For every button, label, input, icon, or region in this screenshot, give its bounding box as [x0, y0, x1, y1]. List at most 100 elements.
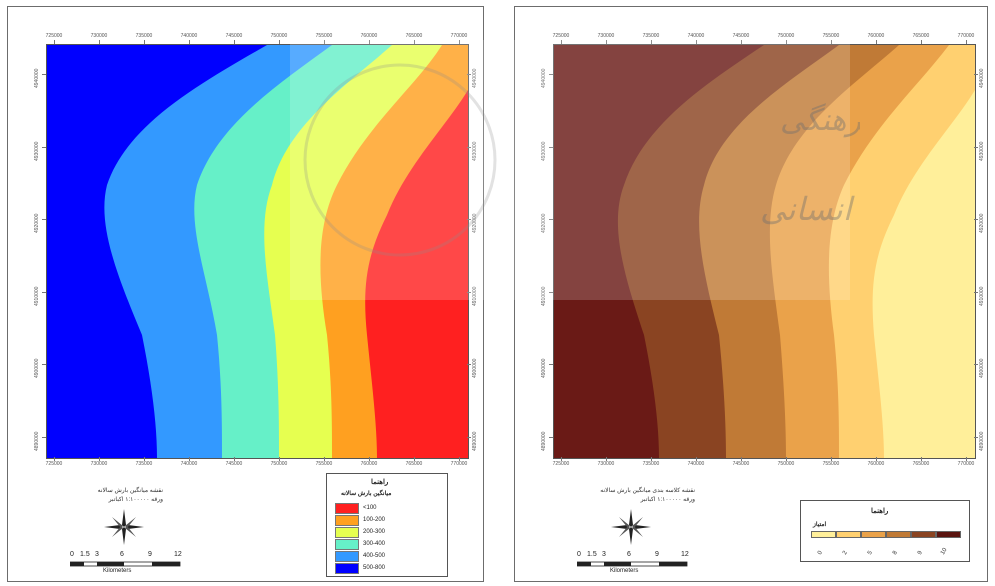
x-axis-tick-mark: [369, 40, 370, 44]
legend-subtitle: امتیاز: [813, 522, 827, 528]
x-axis-tick-label: 740000: [180, 33, 198, 39]
x-axis-tick-label: 755000: [822, 33, 840, 39]
legend-ramp-cell: [936, 531, 961, 538]
x-axis-tick-label: 745000: [225, 461, 243, 467]
x-axis-tick-mark: [279, 457, 280, 461]
x-axis-tick-mark: [234, 40, 235, 44]
y-axis-tick-mark: [42, 219, 46, 221]
legend-label: 400-500: [363, 553, 386, 559]
legend-ramp-cell: [886, 531, 911, 538]
classified-map: [553, 44, 976, 459]
scale-tick-label: 9: [655, 551, 659, 558]
x-axis-tick-label: 740000: [687, 461, 705, 467]
x-axis-tick-label: 730000: [90, 461, 108, 467]
x-axis-tick-mark: [561, 457, 562, 461]
x-axis-tick-label: 735000: [642, 33, 660, 39]
y-axis-tick-mark: [467, 74, 471, 75]
y-axis-tick-label: 4930000: [979, 141, 985, 161]
legend-ramp-label: 9: [917, 550, 924, 556]
x-axis-tick-mark: [651, 457, 652, 461]
legend-swatch: [335, 502, 359, 514]
x-axis-tick-mark: [459, 40, 460, 44]
y-axis-tick-label: 4900000: [472, 358, 478, 379]
y-axis-tick-mark: [974, 364, 978, 366]
legend-ramp-cell: [861, 531, 886, 538]
y-axis-tick-mark: [42, 146, 46, 148]
x-axis-tick-label: 735000: [135, 33, 153, 39]
y-axis-tick-mark: [549, 437, 553, 438]
x-axis-tick-label: 740000: [687, 33, 705, 39]
y-axis-tick-label: 4890000: [979, 431, 985, 451]
legend-label: 100-200: [363, 517, 386, 523]
legend-swatch: [335, 514, 359, 526]
y-axis-tick-mark: [467, 146, 471, 148]
map-title: نقشه میانگین بارش سالانه ورقه ۱:۱۰۰۰۰۰ ا…: [48, 487, 163, 505]
x-axis-tick-mark: [54, 457, 55, 461]
map-title-line1: نقشه میانگین بارش سالانه: [97, 488, 163, 494]
x-axis-tick-mark: [189, 457, 190, 461]
x-axis-tick-label: 760000: [867, 461, 885, 467]
scale-bar: [577, 561, 688, 567]
precipitation-map-panel: 725000 725000 730000 730000 735000 735000 7400…: [7, 6, 484, 582]
scale-unit: Kilometers: [610, 568, 639, 574]
legend-ramp-cell: [836, 531, 861, 538]
legend-swatch: [335, 526, 359, 538]
x-axis-tick-label: 755000: [315, 461, 333, 467]
y-axis-tick-label: 4940000: [472, 68, 478, 88]
x-axis-tick-mark: [606, 457, 607, 461]
y-axis-tick-mark: [549, 364, 553, 366]
y-axis-tick-label: 4890000: [541, 431, 547, 451]
x-axis-tick-mark: [54, 40, 55, 44]
legend-swatch: [335, 550, 359, 562]
x-axis-tick-label: 750000: [777, 461, 795, 467]
x-axis-tick-label: 750000: [777, 33, 795, 39]
y-axis-tick-mark: [974, 74, 978, 75]
y-axis-tick-label: 4920000: [979, 213, 985, 234]
scale-tick-label: 12: [174, 551, 182, 558]
legend-ramp-label: 2: [842, 550, 849, 556]
scale-tick-label: 3: [95, 551, 99, 558]
x-axis-tick-label: 730000: [597, 461, 615, 467]
x-axis-tick-mark: [696, 457, 697, 461]
x-axis-tick-mark: [414, 40, 415, 44]
precipitation-map: [46, 44, 469, 459]
map-title-line2: ورقه ۱:۱۰۰۰۰۰ اکباتبر: [108, 497, 163, 503]
x-axis-tick-mark: [876, 40, 877, 44]
x-axis-tick-label: 760000: [360, 33, 378, 39]
legend-item: 200-300: [335, 526, 385, 538]
legend-ramp-cell: [811, 531, 836, 538]
y-axis-tick-mark: [549, 291, 553, 293]
x-axis-tick-mark: [324, 457, 325, 461]
x-axis-tick-mark: [786, 457, 787, 461]
x-axis-tick-label: 755000: [315, 33, 333, 39]
y-axis-tick-mark: [42, 74, 46, 75]
legend-item: 100-200: [335, 514, 385, 526]
legend-title: راهنما: [371, 479, 389, 486]
scale-tick-label: 12: [681, 551, 689, 558]
x-axis-tick-mark: [189, 40, 190, 44]
legend-ramp-label: 0: [817, 550, 824, 556]
y-axis-tick-mark: [974, 437, 978, 438]
x-axis-tick-mark: [741, 40, 742, 44]
y-axis-tick-label: 4890000: [472, 431, 478, 451]
x-axis-tick-label: 770000: [450, 461, 468, 467]
scale-tick-label: 3: [602, 551, 606, 558]
x-axis-tick-label: 730000: [597, 33, 615, 39]
x-axis-tick-label: 725000: [45, 33, 63, 39]
x-axis-tick-mark: [561, 40, 562, 44]
legend-label: 200-300: [363, 529, 386, 535]
y-axis-tick-label: 4890000: [34, 431, 40, 451]
x-axis-tick-label: 755000: [822, 461, 840, 467]
y-axis-tick-label: 4900000: [34, 358, 40, 379]
x-axis-tick-label: 760000: [867, 33, 885, 39]
legend-item: 300-400: [335, 538, 385, 550]
legend-subtitle: میانگین بارش سالانه: [341, 491, 392, 497]
y-axis-tick-label: 4910000: [34, 286, 40, 306]
x-axis-tick-label: 725000: [45, 461, 63, 467]
x-axis-tick-mark: [741, 457, 742, 461]
y-axis-tick-mark: [549, 146, 553, 148]
y-axis-tick-label: 4920000: [34, 213, 40, 234]
scale-tick-label: 1.5: [587, 551, 597, 558]
y-axis-tick-label: 4940000: [541, 68, 547, 88]
x-axis-tick-label: 725000: [552, 461, 570, 467]
